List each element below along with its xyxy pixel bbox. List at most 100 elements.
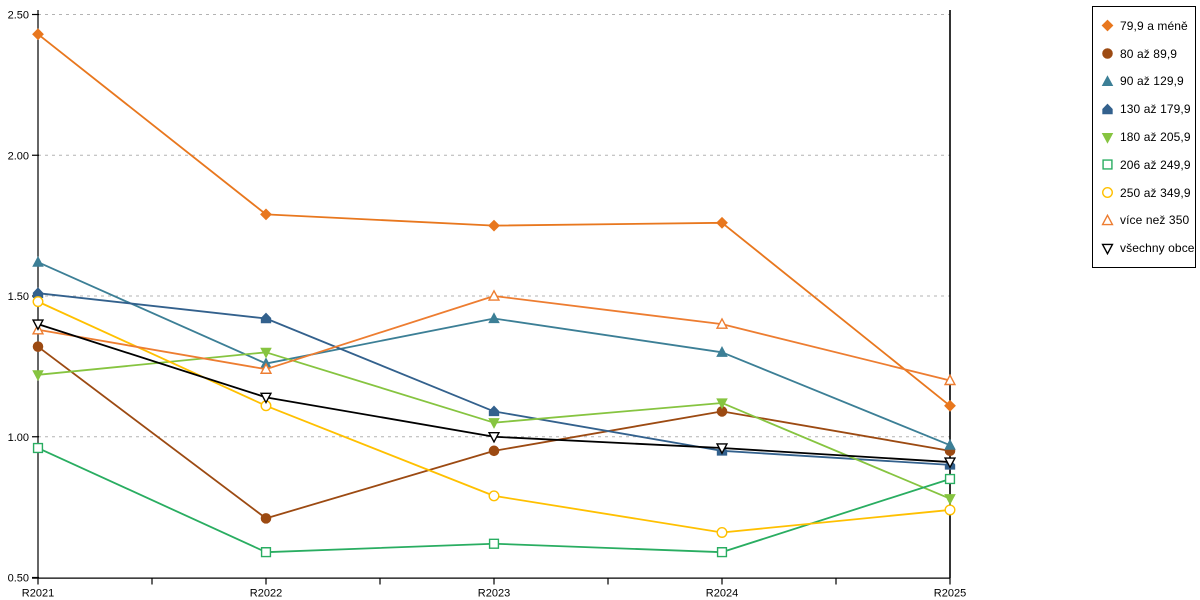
triangle-down-icon bbox=[1101, 131, 1114, 144]
legend-marker-glyph bbox=[1101, 213, 1114, 226]
point-250-a-349-9-R2021 bbox=[32, 296, 44, 308]
point-250-a-349-9-R2025 bbox=[944, 504, 956, 516]
point-180-a-205-9-R2021 bbox=[32, 370, 44, 382]
point-90-a-129-9-R2024 bbox=[716, 346, 728, 357]
legend-item-label: 250 až 349,9 bbox=[1120, 185, 1191, 200]
point-legend-v-echny-obce bbox=[1101, 243, 1114, 255]
point-79-9-a-m-n-R2021 bbox=[32, 28, 44, 41]
y-tick-label: 0.50 bbox=[8, 573, 29, 585]
y-tick-label: 1.00 bbox=[8, 432, 29, 444]
legend-item-206-a-249-9: 206 až 249,9 bbox=[1101, 151, 1192, 179]
series-v-echny-obce bbox=[31, 319, 957, 469]
series-v-ce-ne-350 bbox=[31, 289, 957, 386]
triangle-up-icon bbox=[1101, 75, 1114, 88]
point-206-a-249-9-R2022 bbox=[260, 547, 272, 558]
point-80-a-89-9-R2023 bbox=[488, 445, 500, 457]
point-206-a-249-9-R2021 bbox=[32, 442, 44, 454]
legend-marker-glyph bbox=[1102, 159, 1113, 170]
point-180-a-205-9-R2022 bbox=[260, 347, 272, 359]
legend-marker-glyph bbox=[1101, 75, 1114, 87]
point-90-a-129-9-R2025 bbox=[944, 438, 956, 450]
point-legend-79-9-a-m-n bbox=[1101, 19, 1114, 32]
point-legend-90-a-129-9 bbox=[1101, 75, 1114, 87]
point-80-a-89-9-R2021 bbox=[32, 341, 44, 352]
series-206-a-249-9 bbox=[32, 442, 956, 558]
triangle-up-open-icon bbox=[1101, 213, 1114, 227]
point-v-ce-ne-350-R2023 bbox=[487, 289, 501, 301]
point-legend-180-a-205-9 bbox=[1101, 132, 1114, 144]
legend-item-label: 90 až 129,9 bbox=[1120, 74, 1184, 89]
pentagon-icon bbox=[1101, 103, 1114, 116]
legend-marker-glyph bbox=[1101, 243, 1114, 255]
point-130-a-179-9-R2023 bbox=[488, 405, 500, 417]
point-legend-206-a-249-9 bbox=[1102, 159, 1113, 170]
point-250-a-349-9-R2024 bbox=[716, 526, 728, 538]
legend: 79,9 a méně 80 až 89,9 90 až 129,9 130 až 1… bbox=[1092, 6, 1196, 269]
legend-item-80-a-89-9: 80 až 89,9 bbox=[1101, 40, 1192, 68]
point-v-echny-obce-R2022 bbox=[259, 392, 273, 405]
series-130-a-179-9 bbox=[32, 287, 956, 470]
point-legend-130-a-179-9 bbox=[1102, 103, 1113, 115]
point-130-a-179-9-R2021 bbox=[32, 287, 44, 298]
x-tick-label: R2025 bbox=[934, 588, 966, 600]
legend-item-label: 130 až 179,9 bbox=[1120, 102, 1191, 117]
legend-marker-glyph bbox=[1102, 48, 1113, 59]
point-90-a-129-9-R2023 bbox=[488, 312, 500, 324]
series-79-9-a-m-n bbox=[32, 28, 956, 412]
legend-item-v-echny-obce: všechny obce bbox=[1101, 234, 1195, 262]
point-v-ce-ne-350-R2024 bbox=[715, 317, 729, 329]
point-80-a-89-9-R2022 bbox=[260, 513, 272, 524]
legend-marker-glyph bbox=[1102, 103, 1113, 115]
legend-marker-glyph bbox=[1102, 187, 1113, 199]
legend-item-250-a-349-9: 250 až 349,9 bbox=[1101, 179, 1192, 207]
point-180-a-205-9-R2025 bbox=[944, 494, 956, 505]
legend-item-label: 180 až 205,9 bbox=[1120, 130, 1191, 145]
legend-item-79-9-a-m-n: 79,9 a méně bbox=[1101, 12, 1192, 40]
point-v-echny-obce-R2024 bbox=[715, 443, 729, 455]
y-tick-label: 2.00 bbox=[8, 150, 29, 162]
square-open-icon bbox=[1101, 158, 1114, 171]
legend-item-label: 206 až 249,9 bbox=[1120, 157, 1191, 172]
point-79-9-a-m-n-R2024 bbox=[716, 216, 728, 229]
triangle-down-open-icon bbox=[1101, 242, 1114, 255]
point-79-9-a-m-n-R2022 bbox=[260, 208, 272, 221]
point-v-ce-ne-350-R2025 bbox=[943, 373, 957, 386]
series-250-a-349-9 bbox=[32, 296, 956, 538]
point-180-a-205-9-R2023 bbox=[488, 418, 500, 429]
point-v-echny-obce-R2023 bbox=[487, 431, 501, 444]
point-v-ce-ne-350-R2022 bbox=[259, 362, 273, 374]
legend-item-label: 79,9 a méně bbox=[1120, 18, 1188, 33]
point-130-a-179-9-R2022 bbox=[260, 312, 272, 324]
circle-open-icon bbox=[1101, 186, 1114, 199]
point-79-9-a-m-n-R2025 bbox=[944, 399, 956, 412]
point-206-a-249-9-R2025 bbox=[944, 473, 956, 485]
legend-item-180-a-205-9: 180 až 205,9 bbox=[1101, 123, 1192, 151]
point-legend-250-a-349-9 bbox=[1102, 187, 1113, 199]
point-206-a-249-9-R2023 bbox=[488, 538, 500, 549]
point-79-9-a-m-n-R2023 bbox=[488, 219, 500, 232]
point-206-a-249-9-R2024 bbox=[716, 547, 728, 558]
circle-icon bbox=[1101, 47, 1114, 60]
legend-item-label: více než 350 bbox=[1120, 213, 1190, 228]
x-tick-label: R2023 bbox=[478, 588, 510, 600]
point-90-a-129-9-R2021 bbox=[32, 255, 44, 267]
legend-item-label: 80 až 89,9 bbox=[1120, 46, 1178, 61]
y-tick-label: 2.50 bbox=[8, 10, 29, 22]
legend-item-label: všechny obce bbox=[1120, 241, 1195, 256]
legend-item-90-a-129-9: 90 až 129,9 bbox=[1101, 68, 1192, 96]
x-tick-label: R2022 bbox=[250, 588, 282, 600]
y-tick-label: 1.50 bbox=[8, 291, 29, 303]
legend-marker-glyph bbox=[1101, 19, 1114, 32]
point-180-a-205-9-R2024 bbox=[716, 398, 728, 410]
x-tick-label: R2021 bbox=[22, 588, 54, 600]
diamond-icon bbox=[1101, 19, 1114, 32]
point-v-echny-obce-R2021 bbox=[31, 319, 45, 331]
legend-item-v-ce-ne-350: více než 350 bbox=[1101, 207, 1192, 235]
x-tick-label: R2024 bbox=[706, 588, 738, 600]
point-v-echny-obce-R2025 bbox=[943, 457, 957, 469]
series-180-a-205-9 bbox=[32, 347, 956, 505]
legend-item-130-a-179-9: 130 až 179,9 bbox=[1101, 95, 1192, 123]
legend-marker-glyph bbox=[1101, 132, 1114, 144]
